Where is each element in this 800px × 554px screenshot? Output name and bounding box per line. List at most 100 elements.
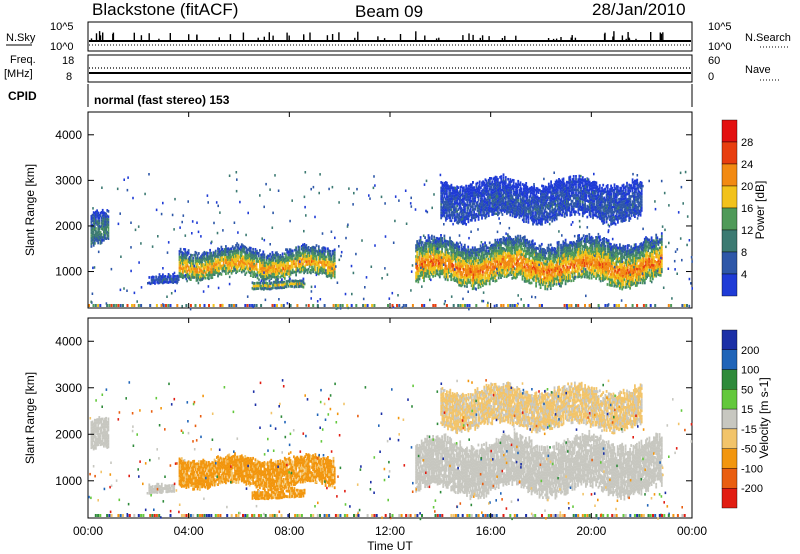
power-cell (443, 192, 446, 196)
power-cell (261, 281, 264, 285)
power-cell (466, 285, 468, 288)
power-cell (606, 258, 609, 262)
power-cell (459, 205, 462, 208)
power-cell (518, 257, 520, 261)
power-cell (278, 263, 281, 267)
power-cell (180, 275, 183, 279)
power-cell (534, 247, 536, 251)
power-cell (449, 258, 451, 262)
power-cell (589, 241, 592, 245)
power-cell (619, 281, 621, 285)
power-cell (631, 258, 634, 262)
power-cell (538, 252, 541, 256)
power-cell (258, 281, 261, 285)
power-cell (103, 236, 105, 239)
power-cell (316, 266, 319, 270)
power-cell (510, 270, 513, 274)
power-cell (454, 254, 457, 258)
power-cell (230, 261, 233, 264)
power-cell (647, 274, 650, 277)
power-cell (211, 262, 214, 266)
power-cell (225, 247, 227, 251)
power-cell (466, 203, 469, 207)
power-cell (255, 284, 257, 288)
power-cell (293, 285, 296, 289)
power-cell (518, 241, 520, 245)
power-cell (457, 219, 460, 222)
power-cell (445, 240, 448, 243)
power-cell (461, 275, 464, 278)
power-cell (159, 277, 162, 281)
power-cell (655, 250, 658, 253)
power-cell (531, 239, 534, 243)
power-cell (451, 251, 454, 255)
power-cell (623, 248, 626, 252)
power-cell (538, 260, 541, 264)
power-cell (449, 219, 452, 222)
power-cell (442, 211, 445, 214)
power-cell (105, 226, 107, 229)
power-cell (432, 269, 434, 273)
power-cell (588, 268, 591, 272)
power-cell (501, 268, 503, 272)
power-cell (476, 275, 479, 279)
power-cell (581, 275, 584, 278)
power-cell (293, 254, 295, 257)
power-cell (221, 264, 224, 268)
power-cell (438, 251, 441, 254)
power-cell (271, 273, 274, 276)
power-cell (625, 255, 628, 259)
power-cell (93, 222, 96, 226)
power-cell (626, 279, 629, 283)
power-cell (254, 253, 257, 257)
power-cell (271, 256, 274, 260)
power-cell (291, 257, 294, 261)
power-cell (577, 253, 579, 257)
power-cell (573, 269, 576, 272)
power-cell (600, 252, 603, 256)
power-cell (531, 242, 534, 245)
power-cell (305, 268, 308, 272)
nave-bottom-tick: 0 (708, 71, 714, 83)
power-cell (205, 254, 208, 257)
power-cell (445, 251, 448, 254)
power-cell (196, 276, 199, 279)
power-cell (578, 242, 580, 245)
power-cell (622, 269, 625, 273)
power-cell (329, 269, 331, 272)
power-cell (248, 252, 251, 255)
power-cell (639, 259, 642, 263)
power-cell (475, 273, 477, 276)
power-cell (476, 187, 479, 190)
power-cell (512, 257, 515, 260)
power-cell (519, 240, 522, 243)
power-cell (104, 214, 106, 218)
power-cell (651, 261, 654, 264)
power-cell (562, 278, 565, 282)
power-cell (563, 244, 566, 248)
power-cell (249, 249, 252, 253)
power-cell (305, 263, 308, 266)
power-cell (539, 280, 542, 284)
power-cell (465, 212, 467, 215)
power-cell (594, 258, 596, 262)
power-cell (564, 255, 567, 258)
power-cell (242, 266, 244, 269)
power-cell (525, 250, 527, 253)
power-cell (591, 248, 594, 251)
power-cell (269, 261, 271, 264)
power-cell (649, 246, 652, 250)
power-cell (237, 246, 240, 250)
power-cell (486, 181, 489, 185)
power-cell (487, 211, 490, 215)
power-cell (530, 262, 533, 266)
power-cell (465, 270, 467, 273)
power-cell (248, 257, 251, 261)
power-cell (487, 181, 490, 185)
power-cell (194, 275, 197, 279)
power-cell (500, 268, 502, 271)
power-cell (523, 262, 526, 266)
power-cell (300, 264, 303, 267)
power-cell (499, 260, 501, 263)
